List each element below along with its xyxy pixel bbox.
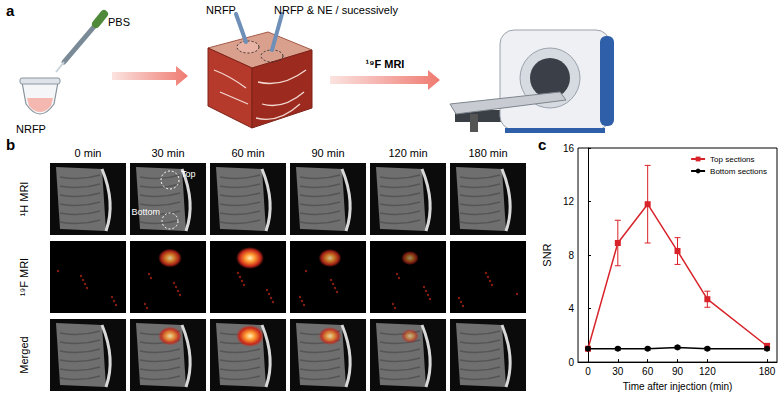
svg-text:0 min: 0 min bbox=[75, 147, 102, 159]
svg-text:0: 0 bbox=[568, 357, 574, 368]
svg-text:16: 16 bbox=[563, 143, 575, 154]
svg-text:30: 30 bbox=[612, 366, 624, 377]
svg-text:NRFP: NRFP bbox=[16, 123, 46, 135]
svg-text:180 min: 180 min bbox=[468, 147, 507, 159]
svg-text:90: 90 bbox=[672, 366, 684, 377]
svg-text:¹⁹F MRI: ¹⁹F MRI bbox=[366, 58, 405, 70]
svg-text:Bottom sections: Bottom sections bbox=[710, 167, 767, 176]
svg-text:0: 0 bbox=[585, 366, 591, 377]
svg-text:¹H MRI: ¹H MRI bbox=[18, 182, 30, 217]
svg-text:Top sections: Top sections bbox=[710, 155, 754, 164]
svg-text:b: b bbox=[6, 136, 15, 153]
svg-text:c: c bbox=[538, 136, 546, 153]
svg-text:120: 120 bbox=[699, 366, 716, 377]
svg-text:8: 8 bbox=[568, 250, 574, 261]
svg-text:Bottom: Bottom bbox=[131, 207, 160, 217]
svg-text:4: 4 bbox=[568, 303, 574, 314]
svg-text:12: 12 bbox=[563, 196, 575, 207]
svg-text:NRFP & NE / sucessively: NRFP & NE / sucessively bbox=[274, 4, 398, 16]
svg-text:60: 60 bbox=[642, 366, 654, 377]
svg-text:Merged: Merged bbox=[18, 336, 30, 373]
svg-text:SNR: SNR bbox=[541, 243, 553, 266]
svg-text:a: a bbox=[6, 2, 15, 19]
svg-text:¹⁹F MRI: ¹⁹F MRI bbox=[18, 258, 30, 296]
svg-text:PBS: PBS bbox=[108, 16, 130, 28]
svg-text:180: 180 bbox=[759, 366, 776, 377]
svg-text:60 min: 60 min bbox=[231, 147, 264, 159]
svg-text:90 min: 90 min bbox=[311, 147, 344, 159]
svg-text:30 min: 30 min bbox=[151, 147, 184, 159]
svg-text:120 min: 120 min bbox=[388, 147, 427, 159]
svg-text:Top: Top bbox=[181, 169, 196, 179]
svg-text:NRFP: NRFP bbox=[206, 4, 236, 16]
svg-text:Time after injection (min): Time after injection (min) bbox=[623, 381, 733, 392]
